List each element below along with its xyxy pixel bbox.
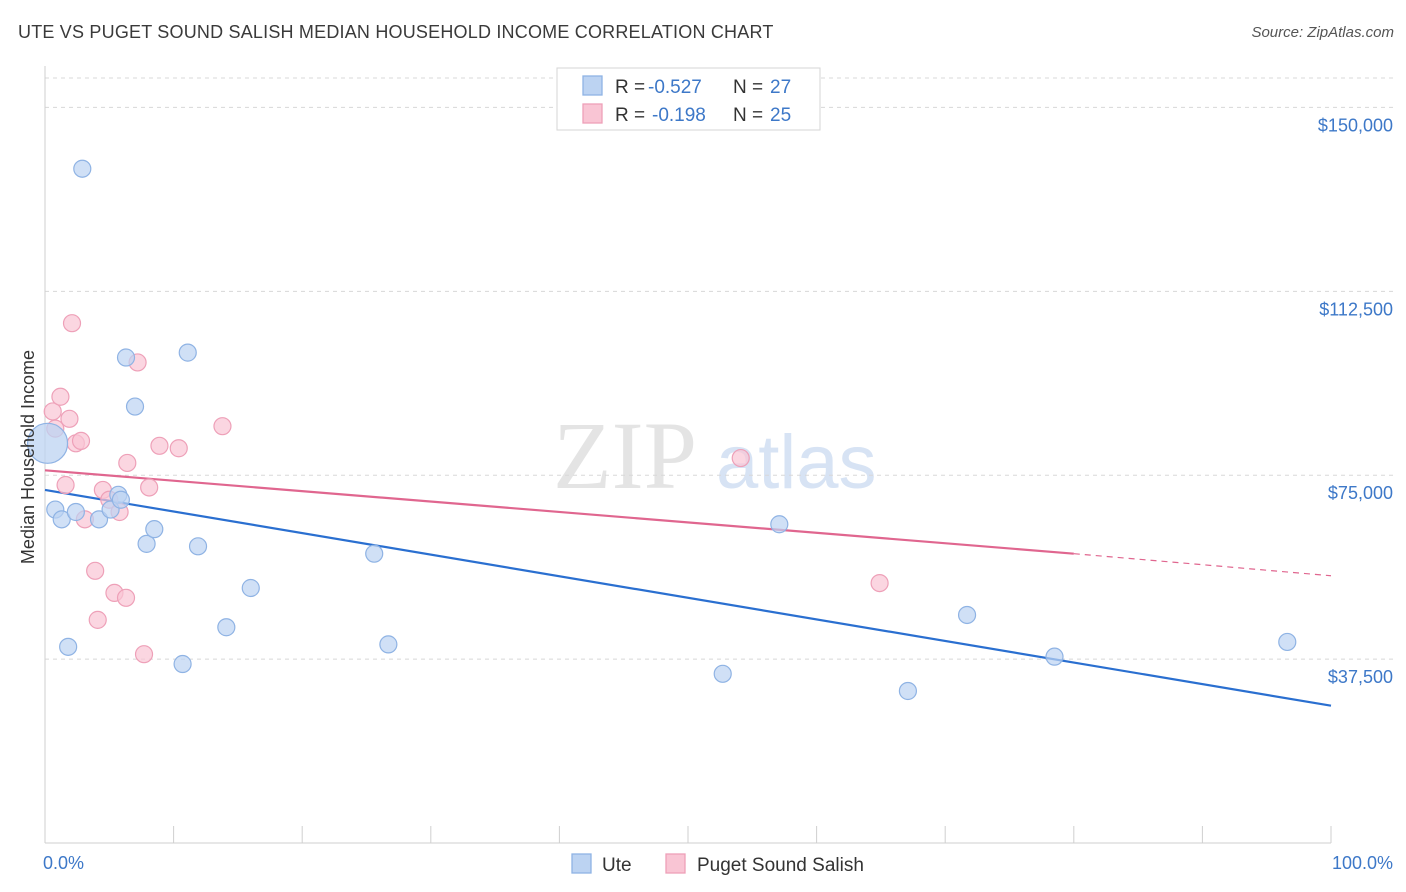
- legend-swatch-salish: [665, 853, 686, 874]
- ute-point: [770, 515, 789, 534]
- salish-n-value: 25: [770, 105, 791, 126]
- ute-point: [217, 618, 236, 637]
- ute-point: [59, 637, 78, 656]
- ute-point: [1278, 632, 1297, 652]
- stats-legend: R = -0.527 N = 27 R = -0.198 N = 25: [556, 67, 821, 131]
- salish-point: [169, 439, 188, 458]
- ute-point: [957, 605, 977, 625]
- salish-point: [731, 448, 750, 468]
- ute-point: [898, 681, 918, 701]
- salish-n-label: N =: [733, 105, 763, 126]
- axes: $37,500 $75,000 $112,500 $150,000 0.0% 100.0%: [43, 66, 1393, 873]
- ute-trend-line: [44, 488, 1332, 707]
- ute-point: [137, 534, 156, 553]
- ute-point: [26, 422, 69, 464]
- source-label: Source: ZipAtlas.com: [1251, 24, 1394, 41]
- ute-point: [178, 343, 197, 362]
- salish-point: [213, 417, 232, 436]
- salish-point: [150, 436, 169, 455]
- salish-trend-extension: [1073, 553, 1332, 577]
- salish-trend-line: [44, 469, 1074, 555]
- ute-point: [52, 510, 71, 529]
- gridlines: [45, 77, 1394, 660]
- y-tick-label: $112,500: [1319, 299, 1393, 319]
- salish-point: [134, 645, 154, 664]
- legend-swatch-ute: [571, 853, 592, 874]
- data-points: [26, 159, 1297, 701]
- legend-label-salish: Puget Sound Salish: [697, 855, 864, 876]
- ute-point: [1045, 647, 1064, 666]
- y-tick-label: $75,000: [1328, 483, 1393, 503]
- watermark-zip: ZIP: [553, 402, 697, 509]
- y-tick-label: $150,000: [1318, 115, 1393, 135]
- salish-point: [51, 387, 70, 406]
- salish-stats-swatch: [582, 103, 603, 124]
- salish-point: [86, 561, 105, 580]
- ute-r-label: R =: [615, 77, 645, 98]
- salish-point: [60, 409, 79, 428]
- salish-point: [62, 314, 82, 333]
- ute-r-value: -0.527: [648, 77, 702, 98]
- salish-point: [140, 478, 159, 497]
- y-axis-label: Median Household Income: [18, 350, 38, 564]
- legend-label-ute: Ute: [602, 855, 632, 876]
- ute-point: [66, 502, 85, 522]
- ute-point: [241, 578, 260, 598]
- ute-point: [379, 635, 398, 654]
- ute-n-label: N =: [733, 77, 763, 98]
- salish-r-label: R =: [615, 105, 645, 126]
- ute-point: [713, 664, 732, 683]
- x-tick-label: 100.0%: [1332, 853, 1393, 873]
- ute-stats-swatch: [582, 75, 603, 96]
- salish-point: [870, 573, 889, 593]
- ute-point: [73, 159, 92, 178]
- ute-point: [89, 510, 109, 529]
- salish-point: [88, 610, 107, 629]
- salish-point: [71, 431, 91, 450]
- trend-lines: [44, 469, 1332, 707]
- ute-point: [111, 490, 130, 509]
- chart-title: UTE VS PUGET SOUND SALISH MEDIAN HOUSEHO…: [18, 22, 774, 42]
- ute-point: [365, 544, 384, 563]
- ute-point: [116, 348, 136, 367]
- salish-r-value: -0.198: [652, 105, 706, 126]
- ute-point: [173, 654, 192, 674]
- ute-point: [188, 537, 208, 556]
- ute-n-value: 27: [770, 77, 791, 98]
- ute-point: [145, 520, 164, 539]
- x-tick-label: 0.0%: [43, 853, 84, 873]
- y-tick-label: $37,500: [1328, 667, 1393, 687]
- series-legend: Ute Puget Sound Salish: [571, 853, 864, 876]
- salish-point: [56, 475, 75, 495]
- salish-point: [118, 453, 137, 473]
- salish-point: [116, 588, 136, 607]
- ute-point: [125, 397, 145, 416]
